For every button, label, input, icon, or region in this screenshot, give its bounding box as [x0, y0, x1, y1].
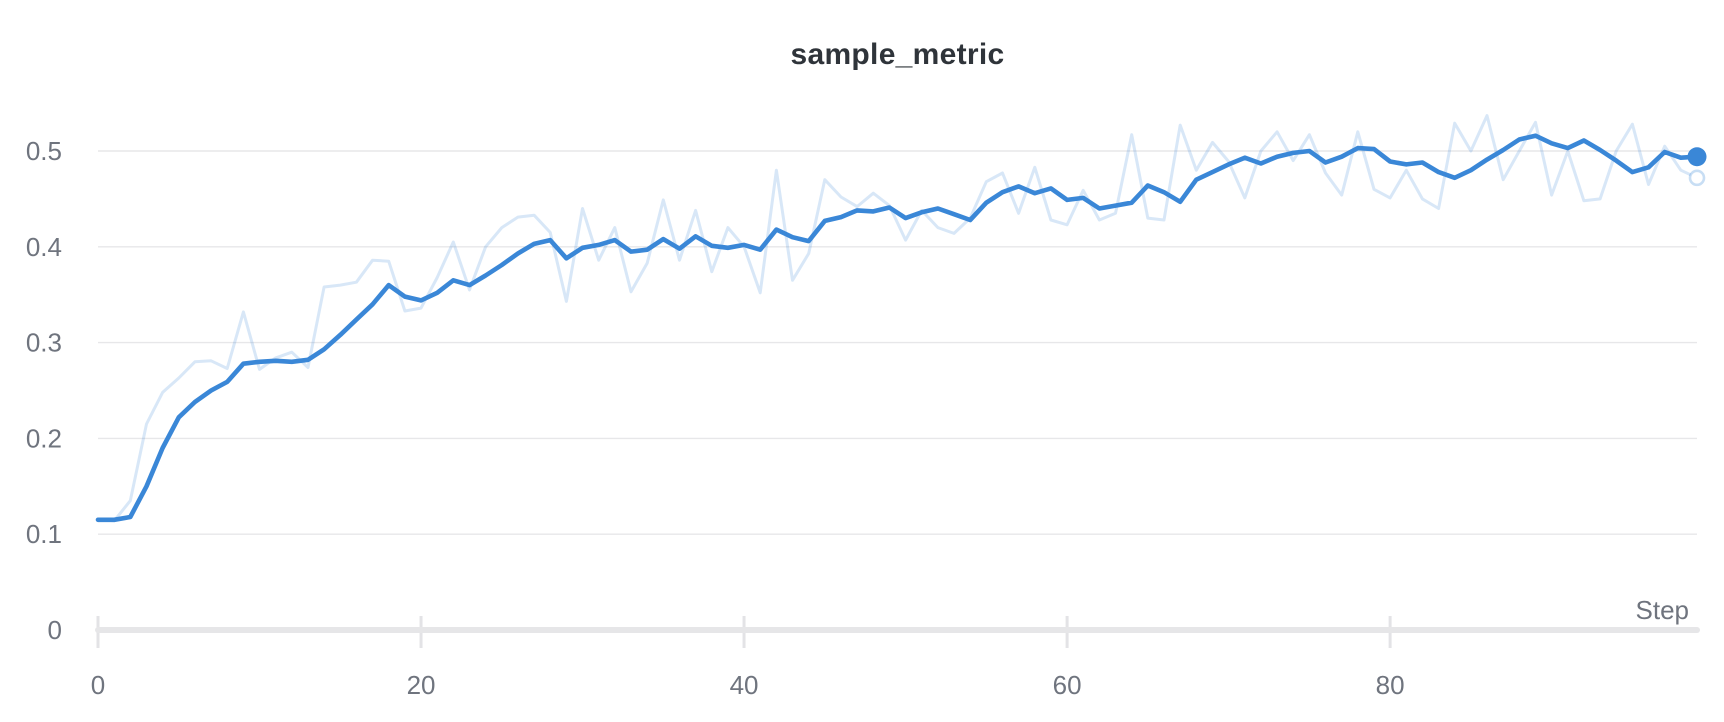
- x-tick-label: 40: [730, 670, 759, 700]
- x-tick-labels: 0 20 40 60 80: [91, 670, 1405, 700]
- y-tick-labels: 0 0.1 0.2 0.3 0.4 0.5: [26, 136, 62, 645]
- x-tick-label: 0: [91, 670, 105, 700]
- smoothed-end-dot: [1687, 147, 1707, 167]
- y-tick-label: 0.2: [26, 423, 62, 453]
- x-tick-label: 80: [1376, 670, 1405, 700]
- raw-series-line: [96, 114, 1699, 523]
- chart-title: sample_metric: [790, 38, 1005, 71]
- y-tick-label: 0: [48, 615, 62, 645]
- y-tick-label: 0.3: [26, 328, 62, 358]
- x-tick-label: 60: [1053, 670, 1082, 700]
- smoothed-series-line: [95, 133, 1700, 523]
- x-axis-label: Step: [1636, 595, 1690, 625]
- y-tick-label: 0.4: [26, 232, 62, 262]
- y-tick-label: 0.5: [26, 136, 62, 166]
- x-axis-bar: [95, 627, 1700, 633]
- x-tick-label: 20: [407, 670, 436, 700]
- raw-end-ring: [1688, 169, 1706, 187]
- y-tick-label: 0.1: [26, 519, 62, 549]
- y-gridlines: [98, 150, 1697, 535]
